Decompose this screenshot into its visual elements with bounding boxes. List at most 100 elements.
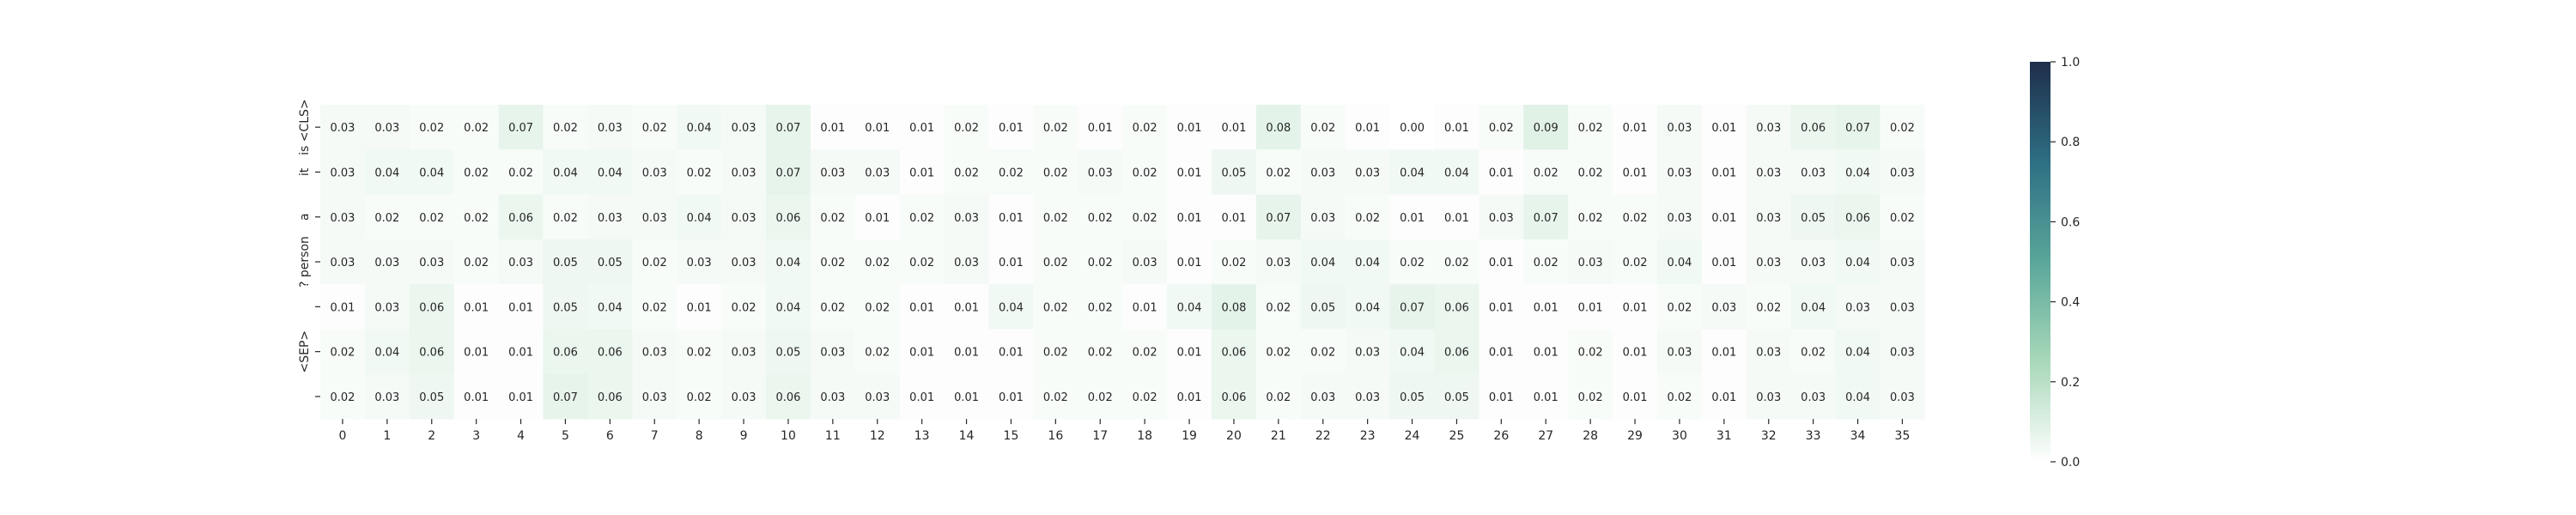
heatmap-cell xyxy=(677,329,722,375)
cell-value-label: 0.01 xyxy=(1711,347,1736,360)
heatmap-cell xyxy=(1255,105,1302,150)
cell-value-label: 0.01 xyxy=(999,347,1024,360)
heatmap-cell xyxy=(1479,194,1524,240)
cell-value-label: 0.01 xyxy=(1221,212,1246,225)
cell-value-label: 0.03 xyxy=(732,212,756,225)
cell-value-label: 0.02 xyxy=(1534,257,1558,270)
cell-value-label: 0.04 xyxy=(775,257,800,270)
cell-value-label: 0.02 xyxy=(1043,257,1068,270)
heatmap-cell xyxy=(1746,105,1792,150)
cell-value-label: 0.06 xyxy=(553,347,578,360)
cell-value-label: 0.04 xyxy=(1177,301,1202,314)
x-tick-label: 31 xyxy=(1716,429,1732,443)
cell-value-label: 0.02 xyxy=(687,347,712,360)
heatmap-cell xyxy=(409,105,455,150)
heatmap-cell xyxy=(1033,284,1078,330)
cell-value-label: 0.02 xyxy=(1043,212,1068,225)
heatmap-cell xyxy=(1078,105,1123,150)
cell-value-label: 0.01 xyxy=(1444,212,1469,225)
x-tick-label: 2 xyxy=(428,429,435,443)
heatmap-cell xyxy=(677,373,722,420)
heatmap-cell xyxy=(810,149,856,196)
heatmap-cell xyxy=(587,284,633,330)
y-tick-label: it xyxy=(298,167,312,176)
cell-value-label: 0.02 xyxy=(1578,122,1603,135)
heatmap-cell xyxy=(944,194,989,240)
heatmap-cell xyxy=(1033,149,1078,196)
cell-value-label: 0.04 xyxy=(374,347,399,360)
cell-value-label: 0.02 xyxy=(865,301,890,314)
cell-value-label: 0.01 xyxy=(1534,347,1558,360)
heatmap-cell xyxy=(453,329,500,375)
cell-value-label: 0.01 xyxy=(1088,122,1113,135)
heatmap-cell xyxy=(1835,149,1880,196)
heatmap-cell xyxy=(1746,194,1792,240)
heatmap-cell xyxy=(721,194,767,240)
heatmap-cell xyxy=(498,329,544,375)
heatmap-cell xyxy=(988,239,1034,285)
x-tick-label: 23 xyxy=(1360,429,1376,443)
cell-value-label: 0.03 xyxy=(820,391,845,404)
heatmap-cell xyxy=(1122,329,1168,375)
cell-value-label: 0.07 xyxy=(508,122,533,135)
heatmap-cell xyxy=(721,105,767,150)
heatmap-cell xyxy=(1701,373,1747,420)
heatmap-cell xyxy=(1701,105,1747,150)
heatmap-cell xyxy=(498,373,544,420)
x-tick-label: 35 xyxy=(1895,429,1911,443)
x-tick-label: 0 xyxy=(338,429,346,443)
cell-value-label: 0.03 xyxy=(1355,167,1380,179)
heatmap-cell xyxy=(1389,284,1435,330)
heatmap-cell xyxy=(1434,194,1479,240)
cell-value-label: 0.03 xyxy=(1801,257,1826,270)
cell-value-label: 0.04 xyxy=(553,167,578,179)
cell-value-label: 0.02 xyxy=(1801,347,1826,360)
cell-value-label: 0.09 xyxy=(1534,122,1558,135)
heatmap-cell xyxy=(988,284,1034,330)
cell-value-label: 0.03 xyxy=(687,257,712,270)
cell-value-label: 0.03 xyxy=(954,257,979,270)
heatmap-cell xyxy=(1568,329,1613,375)
cell-value-label: 0.02 xyxy=(1444,257,1469,270)
x-tick-label: 8 xyxy=(696,429,703,443)
heatmap-cell xyxy=(1255,373,1302,420)
heatmap-cell xyxy=(1033,373,1078,420)
x-tick-label: 28 xyxy=(1583,429,1598,443)
cell-value-label: 0.02 xyxy=(820,301,845,314)
cell-value-label: 0.01 xyxy=(1623,391,1648,404)
heatmap-cell xyxy=(988,194,1034,240)
heatmap-cell xyxy=(587,194,633,240)
cell-value-label: 0.02 xyxy=(865,347,890,360)
heatmap-cell xyxy=(810,194,856,240)
heatmap-cell xyxy=(1167,149,1212,196)
cell-value-label: 0.01 xyxy=(1623,167,1648,179)
heatmap-cell xyxy=(721,284,767,330)
cell-value-label: 0.05 xyxy=(1221,167,1246,179)
heatmap-cell xyxy=(1078,194,1123,240)
cell-value-label: 0.03 xyxy=(1801,167,1826,179)
heatmap-cell xyxy=(1880,329,1925,375)
cell-value-label: 0.01 xyxy=(1489,167,1514,179)
cell-value-label: 0.05 xyxy=(553,301,578,314)
heatmap-cell xyxy=(543,105,588,150)
heatmap-cell xyxy=(1434,149,1479,196)
heatmap-cell xyxy=(1389,105,1435,150)
heatmap-cell xyxy=(1167,284,1212,330)
heatmap-cell xyxy=(1613,373,1658,420)
cell-value-label: 0.03 xyxy=(330,167,355,179)
heatmap-cell xyxy=(1389,329,1435,375)
cell-value-label: 0.01 xyxy=(1489,301,1514,314)
cell-value-label: 0.02 xyxy=(1266,391,1291,404)
cell-value-label: 0.02 xyxy=(1623,212,1648,225)
cell-value-label: 0.02 xyxy=(1088,391,1113,404)
heatmap-cell xyxy=(766,239,811,285)
heatmap-cell xyxy=(320,194,366,240)
heatmap-cell xyxy=(1523,373,1569,420)
heatmap-cell xyxy=(1523,239,1569,285)
heatmap-cell xyxy=(854,105,901,150)
cell-value-label: 0.06 xyxy=(598,391,623,404)
heatmap-cell xyxy=(1479,284,1524,330)
x-tick-label: 1 xyxy=(383,429,391,443)
cell-value-label: 0.01 xyxy=(1534,391,1558,404)
colorbar-tick-label: 0.2 xyxy=(2061,376,2080,390)
